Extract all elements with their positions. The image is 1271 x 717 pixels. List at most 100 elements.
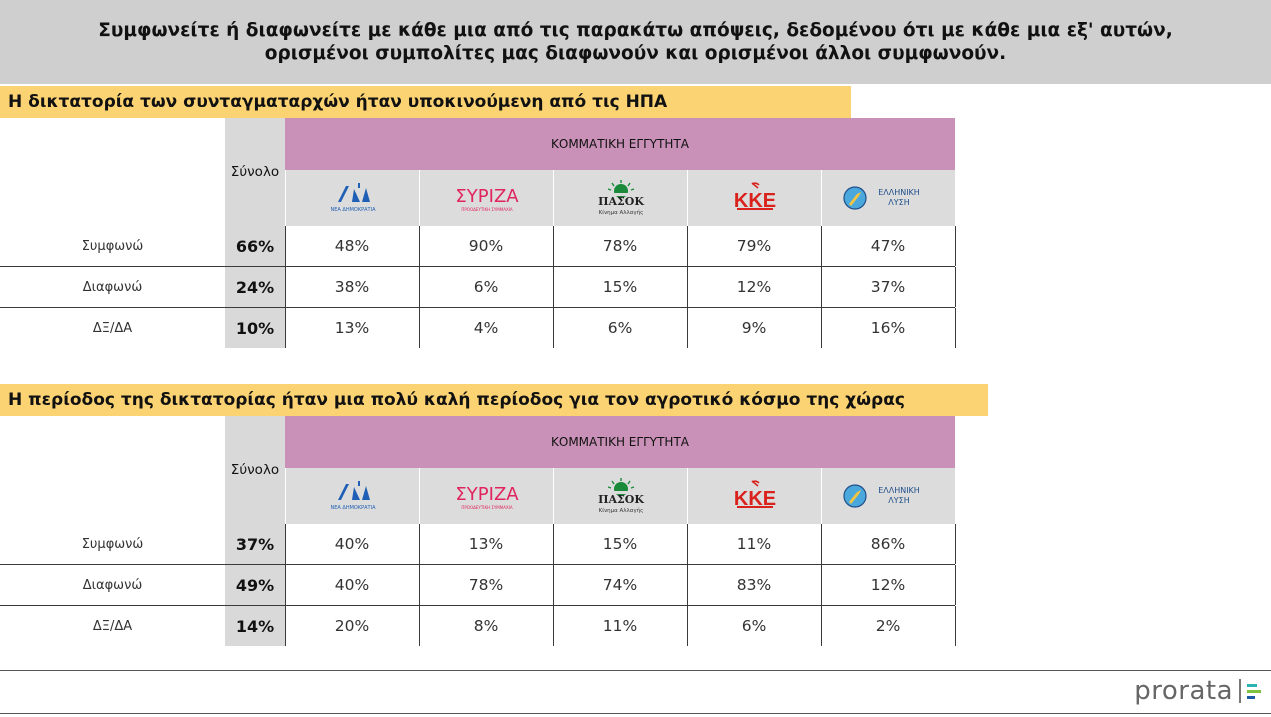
column-separator (419, 226, 420, 266)
question-title-2: Η περίοδος της δικτατορίας ήταν μια πολύ… (0, 384, 988, 416)
column-separator (553, 524, 554, 564)
party-value-nd: 38% (334, 278, 370, 296)
column-separator (821, 524, 822, 564)
svg-text:ΕΛΛΗΝΙΚΗ: ΕΛΛΗΝΙΚΗ (878, 188, 920, 197)
column-separator (955, 606, 956, 646)
party-value-kke: 6% (741, 617, 767, 635)
page-header: Συμφωνείτε ή διαφωνείτε με κάθε μια από … (0, 0, 1271, 84)
svg-text:ΚΚΕ: ΚΚΕ (733, 190, 775, 212)
svg-text:ΠΡΟΟΔΕΥΤΙΚΗ ΣΥΜΜΑΧΙΑ: ΠΡΟΟΔΕΥΤΙΚΗ ΣΥΜΜΑΧΙΑ (461, 207, 512, 212)
party-value-syriza: 78% (468, 576, 504, 594)
footer-top-divider (0, 670, 1271, 671)
column-separator (553, 226, 554, 266)
party-value-nd: 13% (334, 319, 370, 337)
kke-logo-icon: ΚΚΕ (687, 468, 821, 524)
svg-text:ΚΚΕ: ΚΚΕ (733, 488, 775, 510)
pasok-logo-icon: ΠΑΣΟΚ Κίνημα Αλλαγής (553, 468, 687, 524)
footer-bottom-divider (0, 713, 1271, 714)
table-row: ΔΞ/ΔΑ 14% 20% 8% 11% 6% 2% (0, 606, 956, 646)
row-divider (0, 564, 955, 565)
svg-text:Κίνημα Αλλαγής: Κίνημα Αλλαγής (598, 507, 643, 514)
nd-logo-icon: ΝΕΑ ΔΗΜΟΚΡΑΤΙΑ (285, 170, 419, 226)
party-value-kke: 83% (736, 576, 772, 594)
table-row: Συμφωνώ 66% 48% 90% 78% 79% 47% (0, 226, 956, 266)
party-value-nd: 48% (334, 237, 370, 255)
party-value-syriza: 13% (468, 535, 504, 553)
row-divider (0, 605, 955, 606)
svg-text:ΝΕΑ ΔΗΜΟΚΡΑΤΙΑ: ΝΕΑ ΔΗΜΟΚΡΑΤΙΑ (330, 207, 376, 213)
party-value-pasok: 15% (602, 278, 638, 296)
column-separator (955, 226, 956, 266)
column-separator (821, 606, 822, 646)
column-separator (285, 308, 286, 348)
column-separator (553, 606, 554, 646)
elliniki-lysi-logo-icon: ΕΛΛΗΝΙΚΗ ΛΥΣΗ (821, 468, 955, 524)
svg-text:ΠΑΣΟΚ: ΠΑΣΟΚ (598, 493, 644, 506)
svg-text:ΛΥΣΗ: ΛΥΣΗ (888, 496, 909, 505)
column-separator (821, 226, 822, 266)
brand-separator (1239, 679, 1241, 703)
syriza-logo-icon: ΣΥΡΙΖΑ ΠΡΟΟΔΕΥΤΙΚΗ ΣΥΜΜΑΧΙΑ (419, 170, 553, 226)
row-label: Συμφωνώ (81, 238, 144, 254)
column-separator (687, 308, 688, 348)
party-value-elliniki: 16% (870, 319, 906, 337)
column-separator (553, 565, 554, 605)
total-header: Σύνολο (225, 416, 285, 524)
column-separator (821, 308, 822, 348)
total-header: Σύνολο (225, 118, 285, 226)
svg-text:Κίνημα Αλλαγής: Κίνημα Αλλαγής (598, 209, 643, 216)
party-value-syriza: 6% (473, 278, 499, 296)
row-label: Διαφωνώ (82, 279, 143, 295)
kke-logo-icon: ΚΚΕ (687, 170, 821, 226)
table-row: Διαφωνώ 24% 38% 6% 15% 12% 37% (0, 267, 956, 307)
total-value: 49% (225, 565, 285, 605)
column-separator (687, 267, 688, 307)
column-separator (955, 308, 956, 348)
column-separator (687, 565, 688, 605)
column-separator (285, 606, 286, 646)
column-separator (687, 226, 688, 266)
total-value: 37% (225, 524, 285, 564)
table-row: Συμφωνώ 37% 40% 13% 15% 11% 86% (0, 524, 956, 564)
row-label: ΔΞ/ΔΑ (92, 618, 133, 634)
column-separator (419, 524, 420, 564)
column-separator (285, 524, 286, 564)
party-value-nd: 40% (334, 576, 370, 594)
column-separator (553, 267, 554, 307)
party-value-elliniki: 12% (870, 576, 906, 594)
question-title-1: Η δικτατορία των συνταγματαρχών ήταν υπο… (0, 86, 851, 118)
column-separator (553, 308, 554, 348)
party-value-elliniki: 2% (875, 617, 901, 635)
column-separator (955, 565, 956, 605)
column-separator (955, 524, 956, 564)
pasok-logo-icon: ΠΑΣΟΚ Κίνημα Αλλαγής (553, 170, 687, 226)
column-separator (821, 267, 822, 307)
party-value-pasok: 15% (602, 535, 638, 553)
party-proximity-header: ΚΟΜΜΑΤΙΚΗ ΕΓΓΥΤΗΤΑ (285, 416, 955, 468)
party-value-pasok: 11% (602, 617, 638, 635)
svg-text:ΣΥΡΙΖΑ: ΣΥΡΙΖΑ (455, 484, 519, 505)
svg-text:ΕΛΛΗΝΙΚΗ: ΕΛΛΗΝΙΚΗ (878, 486, 920, 495)
header-line-2: ορισμένοι συμπολίτες μας διαφωνούν και ο… (264, 43, 1007, 64)
party-value-kke: 11% (736, 535, 772, 553)
column-separator (285, 226, 286, 266)
party-value-elliniki: 86% (870, 535, 906, 553)
syriza-logo-icon: ΣΥΡΙΖΑ ΠΡΟΟΔΕΥΤΙΚΗ ΣΥΜΜΑΧΙΑ (419, 468, 553, 524)
column-separator (419, 565, 420, 605)
total-value: 24% (225, 267, 285, 307)
column-separator (419, 308, 420, 348)
party-value-syriza: 90% (468, 237, 504, 255)
party-value-nd: 20% (334, 617, 370, 635)
prorata-logo: prorata (1134, 672, 1261, 710)
row-label: Διαφωνώ (82, 577, 143, 593)
row-divider (0, 266, 955, 267)
svg-text:ΣΥΡΙΖΑ: ΣΥΡΙΖΑ (455, 186, 519, 207)
party-value-elliniki: 37% (870, 278, 906, 296)
brand-name: prorata (1134, 676, 1233, 706)
row-label: Συμφωνώ (81, 536, 144, 552)
party-value-kke: 12% (736, 278, 772, 296)
party-value-kke: 79% (736, 237, 772, 255)
party-value-pasok: 6% (607, 319, 633, 337)
column-separator (821, 565, 822, 605)
total-value: 14% (225, 606, 285, 646)
